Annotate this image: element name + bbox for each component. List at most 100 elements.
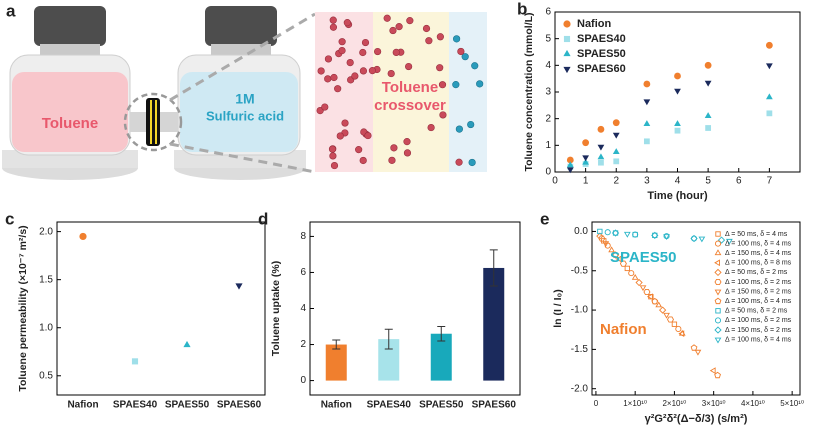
error-bar (384, 328, 393, 350)
liquid (12, 72, 128, 152)
legend-label: SPAES50 (577, 48, 626, 60)
jar-neck (40, 44, 100, 56)
marker (643, 80, 651, 88)
y-tick-label: 5 (545, 33, 551, 44)
marker (704, 112, 712, 118)
bar (483, 267, 505, 381)
molecule (329, 152, 337, 160)
legend-marker (714, 249, 722, 256)
zone-toluene (315, 12, 373, 172)
y-axis-label: ln (I / I₀) (552, 289, 564, 328)
legend-marker (715, 308, 721, 314)
marker (659, 306, 667, 314)
y-tick-label: 2.0 (39, 226, 53, 237)
membrane-stripe (155, 100, 157, 144)
marker (705, 125, 712, 131)
molecule (427, 123, 435, 132)
molecule (455, 158, 463, 166)
marker (690, 344, 698, 351)
y-tick-label: 1.0 (39, 322, 53, 333)
marker (694, 349, 702, 356)
molecule (387, 69, 395, 78)
legend-marker (563, 35, 571, 43)
legend-marker (714, 337, 722, 344)
marker (597, 144, 605, 151)
marker (678, 330, 685, 338)
error-bar (489, 249, 498, 287)
molecule (471, 62, 479, 70)
y-tick-label: 0 (545, 167, 551, 178)
marker (566, 167, 574, 174)
marker (674, 127, 681, 134)
marker (675, 325, 682, 332)
x-tick-label: 7 (767, 176, 773, 187)
x-tick-label: 2 (613, 176, 619, 187)
molecule (324, 55, 333, 63)
marker (596, 232, 604, 240)
panel-label: d (258, 209, 268, 228)
x-axis-label: γ²G²δ²(Δ−δ/3) (s/m²) (645, 413, 748, 425)
jar-neck (211, 44, 271, 56)
molecule (403, 149, 412, 157)
legend-marker (563, 66, 571, 74)
marker (651, 297, 659, 305)
molecule (405, 62, 413, 71)
marker (597, 153, 605, 160)
molecule (452, 81, 460, 89)
legend-label: SPAES40 (577, 33, 626, 45)
marker (651, 231, 659, 239)
marker (598, 235, 606, 242)
marker (597, 125, 605, 133)
jar-lid (205, 6, 277, 46)
x-tick-label: 3×10¹⁰ (702, 399, 726, 408)
molecule (392, 48, 400, 57)
x-tick-label: 4×10¹⁰ (741, 399, 765, 408)
marker (582, 139, 590, 147)
molecule (368, 67, 377, 75)
legend-label: Δ = 100 ms, δ = 4 ms (725, 298, 792, 305)
molecules (316, 14, 484, 170)
x-tick-label: 0 (594, 399, 599, 408)
x-tick-label: SPAES40 (113, 400, 158, 411)
marker (566, 156, 574, 164)
legend-marker (563, 49, 571, 57)
marker (612, 132, 620, 139)
marker (582, 158, 590, 165)
legend-marker (714, 278, 722, 286)
molecule (468, 158, 476, 167)
y-tick-label: 3 (545, 87, 551, 98)
molecule (336, 132, 344, 140)
marker (698, 236, 706, 243)
marker (674, 88, 681, 95)
marker (643, 138, 650, 145)
molecule (328, 145, 337, 153)
molecule (395, 23, 403, 31)
molecule (359, 48, 367, 57)
zone-membrane (373, 12, 449, 172)
bar (325, 344, 347, 381)
x-tick-label: SPAES40 (367, 400, 412, 411)
annotation: SPAES50 (610, 249, 676, 266)
legend-marker (714, 240, 722, 247)
marker (612, 251, 619, 258)
marker (598, 159, 604, 166)
marker (709, 367, 716, 374)
marker (619, 260, 627, 267)
legend-label: Δ = 150 ms, δ = 4 ms (725, 250, 792, 257)
liquid (180, 72, 298, 152)
marker (79, 232, 87, 241)
marker (674, 72, 681, 80)
molecule (403, 138, 411, 146)
legend-label: Δ = 150 ms, δ = 2 ms (725, 288, 792, 295)
x-tick-label: 4 (675, 176, 681, 187)
legend-label: Δ = 100 ms, δ = 2 ms (725, 317, 792, 324)
membrane (146, 98, 160, 146)
marker (655, 301, 663, 308)
legend-marker (714, 289, 722, 296)
marker (643, 288, 651, 296)
molecule (321, 103, 329, 111)
x-tick-label: SPAES60 (472, 400, 517, 411)
zoom-line (169, 142, 316, 174)
marker (628, 270, 635, 277)
